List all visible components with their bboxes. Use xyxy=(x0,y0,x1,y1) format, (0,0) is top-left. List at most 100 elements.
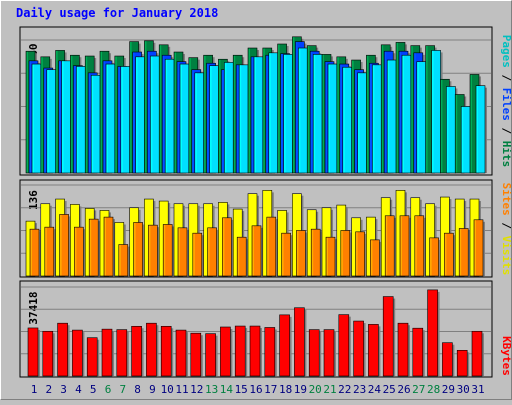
files-bar-highlight xyxy=(177,62,179,173)
sites-legend: Sites xyxy=(500,183,512,216)
sites-bar-highlight xyxy=(89,219,92,276)
kbytes-bar xyxy=(308,329,320,377)
kbytes-bar xyxy=(264,327,276,377)
files-bar-highlight xyxy=(340,64,342,173)
visits-bar-highlight xyxy=(470,199,472,276)
hits-bar-highlight xyxy=(263,48,265,173)
visits-bar-highlight xyxy=(115,222,117,276)
visits-bar-highlight xyxy=(70,204,73,276)
x-tick-label: 9 xyxy=(149,383,156,396)
sites-bar xyxy=(355,231,365,277)
hits-bar-highlight xyxy=(26,51,28,173)
x-tick-label: 4 xyxy=(75,383,82,396)
visits-bar-highlight xyxy=(337,205,339,276)
hits-bar-highlight xyxy=(70,55,73,173)
visits-bar-highlight xyxy=(396,190,398,276)
pages-bar-highlight xyxy=(91,75,94,173)
kbytes-bar-highlight xyxy=(280,315,282,376)
kbytes-bar-highlight xyxy=(428,290,430,376)
kbytes-bar xyxy=(220,326,231,377)
sites-bar xyxy=(444,232,454,277)
files-bar-highlight xyxy=(355,70,357,173)
x-tick-label: 19 xyxy=(294,383,307,396)
sites-bar xyxy=(74,226,84,277)
kbytes-bar xyxy=(249,325,261,377)
kbytes-bar xyxy=(234,325,246,377)
x-tick-label: 21 xyxy=(323,383,336,396)
hits-bar-highlight xyxy=(218,59,221,173)
files-bar-highlight xyxy=(295,42,298,173)
kbytes-bar-highlight xyxy=(413,328,415,376)
pages-bar-highlight xyxy=(136,57,138,173)
visits-bar-highlight xyxy=(381,198,384,276)
sites-bar xyxy=(310,228,321,277)
files-bar-highlight xyxy=(414,53,416,173)
sites-bar xyxy=(414,215,425,277)
kbytes-bar xyxy=(353,320,364,377)
hits-bar-highlight xyxy=(278,44,280,173)
sites-bar-highlight xyxy=(163,224,166,276)
pages-bar-highlight xyxy=(432,50,434,173)
files-bar-highlight xyxy=(73,66,76,173)
pages-bar xyxy=(475,85,486,174)
visits-bar-highlight xyxy=(218,202,221,276)
kbytes-bar xyxy=(427,289,438,377)
x-tick-label: 18 xyxy=(279,383,292,396)
visits-bar-highlight xyxy=(352,218,354,276)
pages-bar-highlight xyxy=(210,66,212,173)
sites-bar xyxy=(103,216,114,277)
sites-bar xyxy=(148,224,158,277)
pages-bar-highlight xyxy=(387,60,390,173)
kbytes-bar xyxy=(323,329,335,377)
x-tick-label: 17 xyxy=(264,383,277,396)
files-bar-highlight xyxy=(399,51,401,173)
kbytes-bar xyxy=(294,307,305,377)
x-tick-label: 11 xyxy=(175,383,188,396)
visits-bar-highlight xyxy=(130,208,132,276)
files-bar-highlight xyxy=(207,63,209,173)
hits-bar-highlight xyxy=(322,54,324,173)
legend-separator: / xyxy=(500,121,512,141)
pages-bar-highlight xyxy=(269,53,271,173)
kbytes-bar-highlight xyxy=(220,327,223,376)
kbytes-bar xyxy=(42,330,54,377)
pages-bar-highlight xyxy=(62,61,64,173)
kbytes-bar xyxy=(442,342,453,377)
kbytes-bar xyxy=(72,329,83,377)
sites-bar xyxy=(370,239,380,277)
kbytes-bars xyxy=(21,286,491,377)
visits-bar-highlight xyxy=(174,204,176,276)
pages-bar-highlight xyxy=(47,70,49,173)
hits-bar-highlight xyxy=(396,42,398,173)
kbytes-bar-highlight xyxy=(132,326,134,376)
pages-bar-highlight xyxy=(372,65,375,173)
sites-bar xyxy=(88,218,99,277)
kbytes-bar-highlight xyxy=(176,330,178,376)
kbytes-bar-highlight xyxy=(146,323,149,376)
hits-bar-highlight xyxy=(100,51,102,173)
kbytes-bar xyxy=(160,325,172,377)
pages-bar-highlight xyxy=(446,86,449,173)
sites-bar-highlight xyxy=(134,222,136,276)
sites-bar-highlight xyxy=(74,227,77,276)
sites-bar-highlight xyxy=(282,233,284,276)
hits-bar-highlight xyxy=(426,46,428,173)
hits-bar-highlight xyxy=(41,57,43,173)
kbytes-bar xyxy=(412,327,424,377)
sites-bar-highlight xyxy=(148,225,151,276)
x-tick-label: 25 xyxy=(383,383,396,396)
sites-bar xyxy=(44,226,55,277)
x-tick-label: 1 xyxy=(31,383,38,396)
files-bar-highlight xyxy=(147,51,150,173)
sites-bar xyxy=(207,227,217,277)
x-tick-label: 5 xyxy=(90,383,97,396)
hits-bar-highlight xyxy=(455,94,458,173)
visits-bar-highlight xyxy=(426,204,428,276)
pages-bar-highlight xyxy=(358,73,360,173)
visits-bar-highlight xyxy=(189,204,191,276)
sites-bar-highlight xyxy=(45,227,47,276)
kbytes-y-tick-label: 37418 xyxy=(27,291,40,324)
hits-bar-highlight xyxy=(204,55,206,173)
pages-bar-highlight xyxy=(150,56,153,173)
